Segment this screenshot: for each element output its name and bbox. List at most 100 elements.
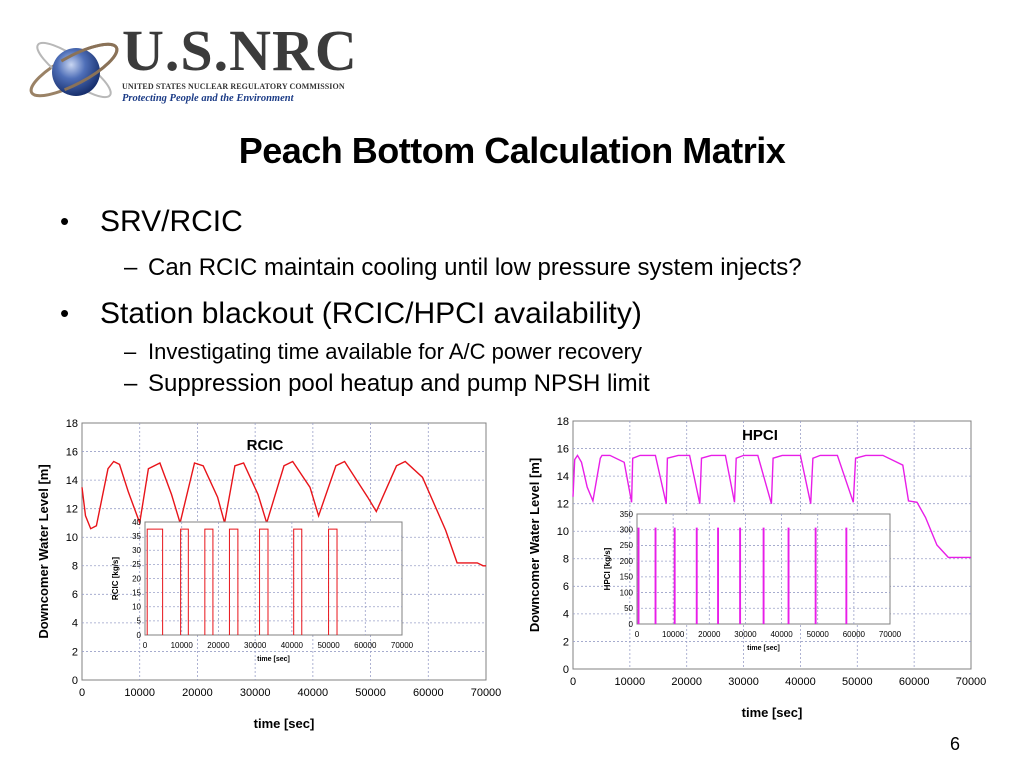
logo-wordmark: U.S.NRC [122,18,358,83]
sub-bullet: – Investigating time available for A/C po… [124,339,642,365]
bullet-marker: • [60,206,70,236]
dash-marker: – [124,339,137,364]
x-tick-label: 30000 [244,641,267,650]
chart-title: HPCI [742,427,778,444]
x-tick-label: 10000 [171,641,194,650]
y-axis-label: Downcomer Water Level [m] [527,458,542,632]
injection-pulse [146,528,164,635]
y-tick-label: 10 [557,526,569,538]
y-tick-label: 35 [132,532,141,541]
x-tick-label: 40000 [298,687,329,699]
x-tick-label: 40000 [785,676,816,688]
y-tick-label: 100 [620,588,634,597]
injection-pulse [328,528,338,635]
sub-bullet-text: Can RCIC maintain cooling until low pres… [148,254,802,281]
y-tick-label: 15 [132,588,141,597]
y-tick-label: 25 [132,560,141,569]
x-tick-label: 10000 [124,687,155,699]
x-tick-label: 70000 [956,676,987,688]
sub-bullet: – Suppression pool heatup and pump NPSH l… [124,370,650,398]
dash-marker: – [124,254,138,281]
x-tick-label: 0 [79,687,85,699]
x-tick-label: 0 [635,630,640,639]
x-tick-label: 60000 [899,676,930,688]
x-tick-label: 60000 [354,641,377,650]
y-tick-label: 250 [620,541,634,550]
y-tick-label: 6 [563,581,569,593]
y-tick-label: 300 [620,526,634,535]
y-tick-label: 2 [563,636,569,648]
y-axis-label: Downcomer Water Level [m] [36,464,51,638]
y-tick-label: 12 [66,504,78,516]
x-tick-label: 40000 [281,641,304,650]
y-tick-label: 10 [132,603,141,612]
x-tick-label: 70000 [471,687,502,699]
y-tick-label: 30 [132,546,141,555]
injection-pulse [814,527,817,624]
injection-pulse [228,528,239,635]
x-tick-label: 10000 [615,676,646,688]
x-tick-label: 20000 [207,641,230,650]
bullet-marker: • [60,298,70,328]
injection-pulse [845,527,848,624]
x-tick-label: 30000 [734,630,757,639]
x-tick-label: 50000 [355,687,386,699]
page-number: 6 [950,734,961,754]
y-tick-label: 6 [72,589,78,601]
y-tick-label: 10 [66,532,78,544]
x-tick-label: 70000 [391,641,414,650]
x-tick-label: 60000 [843,630,866,639]
x-axis-label: time [sec] [254,716,315,731]
y-tick-label: 18 [557,416,569,428]
y-tick-label: 4 [563,609,569,621]
injection-pulse [739,527,742,624]
injection-pulse [293,528,303,635]
x-tick-label: 50000 [807,630,830,639]
injection-pulse [180,528,189,635]
x-axis-label: time [sec] [742,705,803,720]
y-tick-label: 350 [620,510,634,519]
inset-y-axis-label: HPCI [kg/s] [603,547,612,590]
inset-plot: 0 5 10 15 20 25 30 35 40 0 10000 20000 30000 40000 500… [132,518,414,650]
injection-pulse [695,527,698,624]
dash-marker: – [124,370,138,397]
globe-orbit-icon [29,41,119,99]
x-tick-label: 60000 [413,687,444,699]
y-tick-label: 4 [72,618,78,630]
y-tick-label: 18 [66,418,78,430]
bullet-srv-rcic: SRV/RCIC [100,205,243,238]
slide-title: Peach Bottom Calculation Matrix [238,130,786,171]
x-tick-label: 50000 [842,676,873,688]
x-tick-label: 30000 [728,676,759,688]
inset-x-axis-label: time [sec] [257,656,290,663]
injection-pulse [762,527,765,624]
x-tick-label: 20000 [698,630,721,639]
y-tick-label: 150 [620,573,634,582]
x-tick-label: 30000 [240,687,271,699]
inset-x-axis-label: time [sec] [747,645,780,652]
y-tick-label: 0 [137,631,142,640]
injection-pulse [637,527,640,624]
inset-y-axis-label: RCIC [kg/s] [111,557,120,600]
y-tick-label: 8 [72,561,78,573]
logo-tagline: Protecting People and the Environment [122,93,294,104]
sub-bullet: – Can RCIC maintain cooling until low pre… [124,254,802,282]
sub-bullet-text: Investigating time available for A/C pow… [148,339,643,364]
bullet-station-blackout: Station blackout (RCIC/HPCI availability… [100,297,642,330]
y-tick-label: 8 [563,554,569,566]
logo-agency-name: UNITED STATES NUCLEAR REGULATORY COMMISS… [122,82,345,91]
downcomer-level-line [572,454,971,559]
y-tick-label: 20 [132,574,141,583]
x-tick-label: 20000 [671,676,702,688]
x-tick-label: 50000 [317,641,340,650]
y-tick-label: 14 [557,471,569,483]
injection-pulse [654,527,657,624]
y-tick-label: 2 [72,646,78,658]
y-tick-label: 50 [624,604,633,613]
sub-bullet-text: Suppression pool heatup and pump NPSH li… [148,370,650,397]
chart-title: RCIC [247,437,284,454]
nrc-logo: U.S.NRC UNITED STATES NUCLEAR REGULATORY… [24,22,357,114]
y-tick-label: 12 [557,499,569,511]
y-tick-label: 16 [66,446,78,458]
downcomer-level-line [81,460,486,567]
